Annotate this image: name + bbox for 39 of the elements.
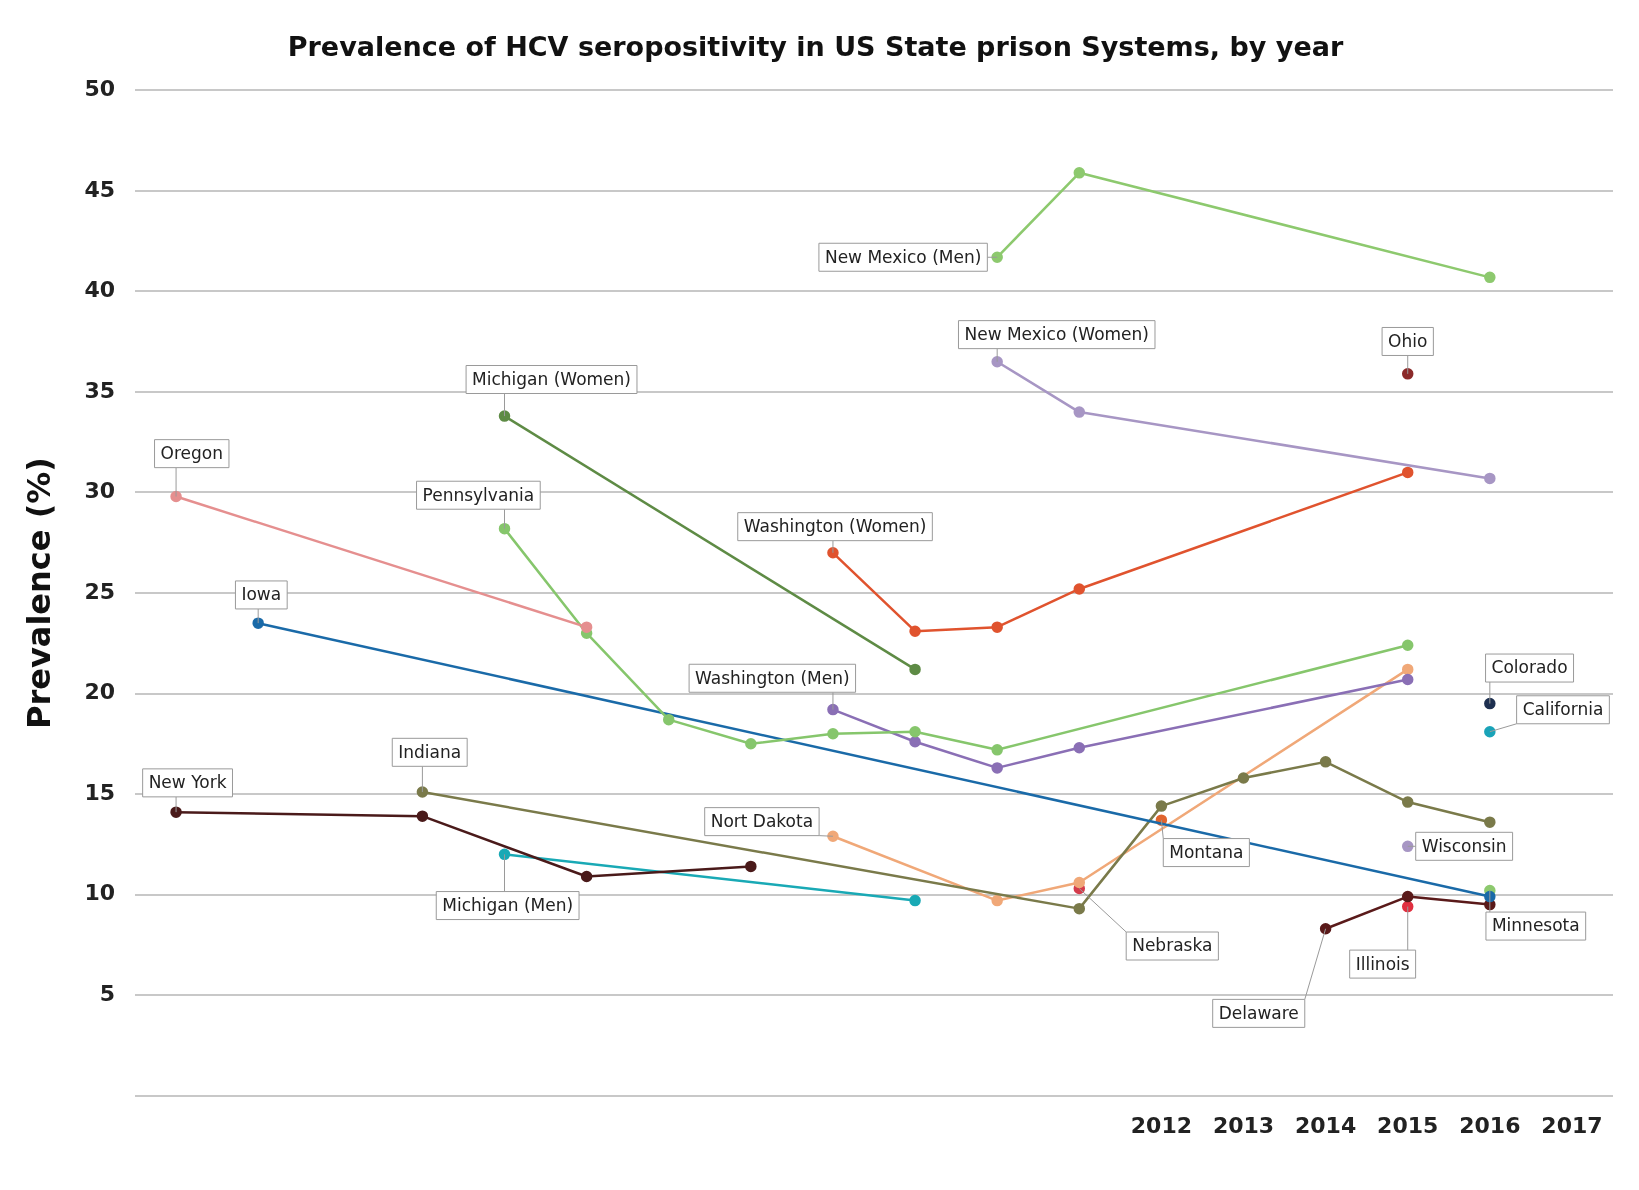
series-label: Pennsylvania — [422, 484, 535, 505]
series-label: Iowa — [241, 584, 282, 605]
series-label: Ohio — [1388, 330, 1428, 351]
series-label: Montana — [1169, 841, 1244, 862]
x-tick-label: 2017 — [1541, 1112, 1603, 1138]
y-tick-label: 25 — [84, 578, 116, 604]
series-label: New Mexico (Men) — [824, 246, 982, 267]
series-label: California — [1522, 699, 1604, 720]
y-tick-label: 20 — [84, 679, 116, 705]
series-label: Minnesota — [1491, 915, 1580, 936]
series-label: Michigan (Men) — [442, 894, 574, 915]
x-tick-label: 2012 — [1130, 1112, 1193, 1138]
series-label: Wisconsin — [1421, 835, 1507, 856]
y-tick-label: 5 — [99, 980, 116, 1006]
text: Indiana — [398, 741, 462, 762]
x-tick-label: 2015 — [1377, 1112, 1439, 1138]
text: Delaware — [1218, 1002, 1299, 1023]
y-tick-label: 10 — [84, 880, 116, 906]
series-label: Washington (Men) — [695, 667, 850, 688]
text: Nebraska — [1132, 935, 1213, 956]
x-tick-label: 2013 — [1212, 1112, 1275, 1138]
chart-title: Prevalence of HCV seropositivity in US State prison Systems, by year — [287, 31, 1344, 63]
x-tick-label: 2014 — [1295, 1112, 1357, 1138]
y-tick-label: 45 — [84, 176, 116, 202]
series-label: Colorado — [1491, 657, 1568, 678]
series-label: Nort Dakota — [710, 811, 814, 832]
x-tick-label: 2016 — [1459, 1112, 1521, 1138]
y-axis-title: Prevalence (%) — [19, 457, 58, 729]
text: Illinois — [1355, 953, 1410, 974]
y-tick-label: 50 — [84, 76, 116, 102]
y-tick-label: 35 — [84, 377, 116, 403]
series-label: New York — [148, 772, 227, 793]
text: Michigan (Women) — [472, 368, 631, 389]
y-tick-label: 40 — [84, 277, 116, 303]
series-label: New Mexico (Women) — [964, 324, 1149, 345]
series-label: Washington (Women) — [743, 516, 927, 537]
series-label: Oregon — [160, 443, 223, 464]
y-tick-label: 30 — [84, 478, 116, 504]
y-tick-label: 15 — [84, 779, 116, 805]
